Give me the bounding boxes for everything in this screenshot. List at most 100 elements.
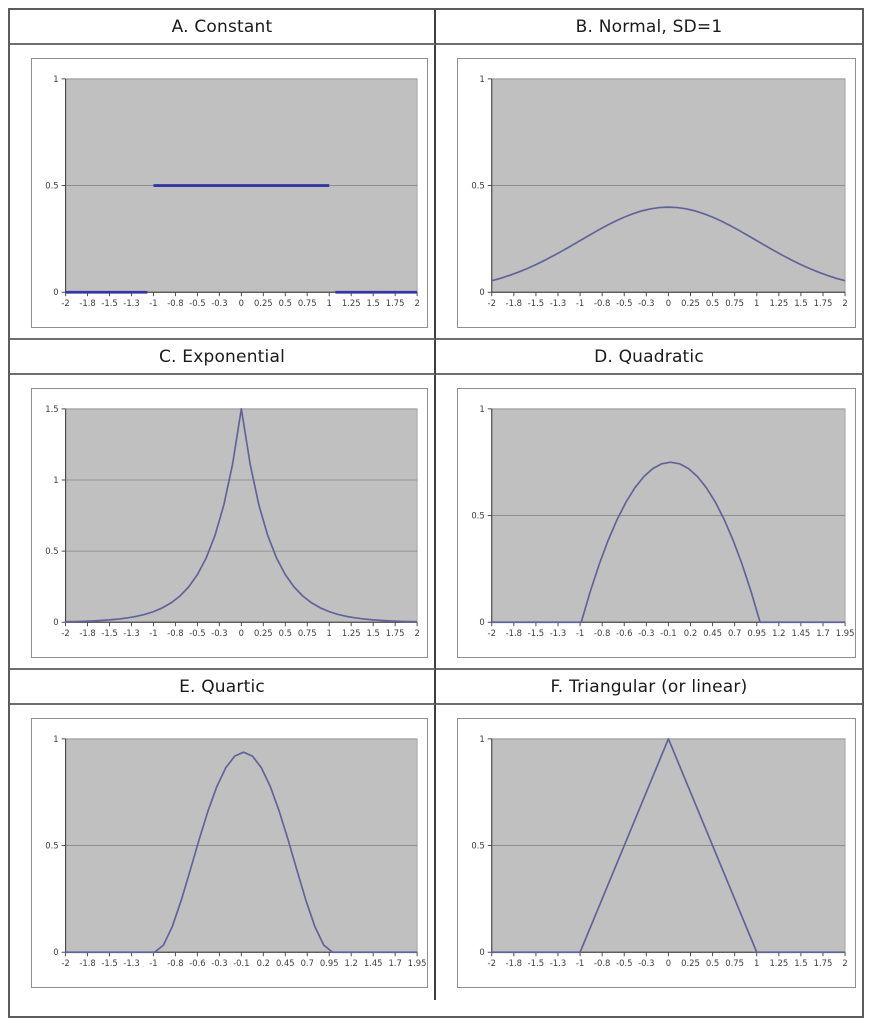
x-tick-label: 1.5: [367, 298, 380, 308]
x-tick-label: 1: [327, 298, 332, 308]
x-tick-label: 0.2: [684, 628, 697, 638]
panel-f-chart: 0 0.5 1 -2 -1.8 -1.5 -1.3 -1 -0.8 -0.5 -0.3 0 0.25 0.…: [436, 705, 862, 1000]
figure-table: A. Constant B. Normal, SD=1 0 0.5 1 -2 -1.8-…: [8, 8, 864, 1018]
x-tick-label: -0.8: [594, 628, 610, 638]
x-tick-label: 1.2: [345, 958, 358, 968]
x-tick-label: 0.75: [725, 958, 744, 968]
x-tick-label: -1.3: [123, 628, 139, 638]
panel-f-title-text: F. Triangular (or linear): [550, 676, 748, 697]
y-tick-label: 0.5: [471, 511, 484, 521]
x-tick-label: 0.95: [747, 628, 766, 638]
x-tick-label: 0: [666, 298, 671, 308]
x-tick-label: -1.5: [101, 628, 117, 638]
x-tick-label: 1.25: [769, 298, 788, 308]
x-tick-label: -2: [61, 958, 69, 968]
panel-d-title-text: D. Quadratic: [594, 346, 704, 367]
x-tick-label: -1: [149, 298, 157, 308]
panel-e-title: E. Quartic: [10, 670, 436, 705]
y-tick-label: 0: [479, 287, 484, 297]
x-tick-label: -0.8: [167, 958, 183, 968]
x-tick-label: 1.95: [836, 628, 855, 638]
x-tick-label: 0.25: [681, 958, 700, 968]
x-tick-label: 1: [754, 958, 759, 968]
y-tick-label: 0: [479, 617, 484, 627]
x-tick-label: 0.7: [728, 628, 741, 638]
chart-canvas: 0 0.5 1 -2 -1.8 -1.5 -1.3 -1 -0.8 -0.5 -0.3 0 0.25 0.…: [471, 734, 847, 968]
x-tick-label: 1.7: [388, 958, 401, 968]
x-tick-label: -1: [576, 958, 584, 968]
y-tick-label: 0.5: [45, 841, 58, 851]
x-tick-label: -0.5: [189, 628, 205, 638]
data-series-line: [491, 738, 846, 954]
panel-a-chart: 0 0.5 1 -2 -1.8 -1.5 -1.3 -1 -0.8 -0.5 -0.3 0 0.25 0.…: [10, 45, 436, 340]
x-tick-label: 1: [754, 298, 759, 308]
x-tick-label: -0.3: [638, 958, 654, 968]
chart-c-frame: 0 0.5 1 1.5 -2 -1.8 -1.5 -1.3 -1 -0.8 -0.5 -0.3 0 0.2…: [31, 388, 428, 658]
chart-d-frame: 0 0.5 1 -2 -1.8 -1.5 -1.3 -1 -0.8 -0.6 -0.3 -0.1 0.2…: [457, 388, 856, 658]
chart-canvas: 0 0.5 1 -2 -1.8 -1.5 -1.3 -1 -0.8 -0.6 -0.3 -0.1 0.2…: [471, 404, 855, 638]
x-tick-label: 0.5: [706, 298, 719, 308]
x-tick-label: 0.5: [706, 958, 719, 968]
x-tick-label: -2: [61, 298, 69, 308]
x-tick-label: 1.7: [816, 628, 829, 638]
x-tick-label: 0.5: [279, 628, 292, 638]
chart-f-frame: 0 0.5 1 -2 -1.8 -1.5 -1.3 -1 -0.8 -0.5 -0.3 0 0.25 0.…: [457, 718, 856, 988]
x-tick-label: 0.25: [254, 298, 273, 308]
x-tick-label: 1.5: [794, 958, 807, 968]
x-tick-label: -0.8: [594, 958, 610, 968]
x-tick-label: -1.8: [506, 958, 522, 968]
x-tick-label: -1.8: [79, 298, 95, 308]
panel-d-title: D. Quadratic: [436, 340, 862, 375]
y-tick-label: 1: [53, 475, 58, 485]
chart-e-frame: 0 0.5 1 -2 -1.8 -1.5 -1.3 -1 -0.8 -0.6 -0.3 -0.1 0.2…: [31, 718, 428, 988]
y-tick-label: 0: [53, 617, 58, 627]
chart-canvas: 0 0.5 1 1.5 -2 -1.8 -1.5 -1.3 -1 -0.8 -0.5 -0.3 0 0.2…: [45, 404, 419, 638]
chart-a-frame: 0 0.5 1 -2 -1.8 -1.5 -1.3 -1 -0.8 -0.5 -0.3 0 0.25 0.…: [31, 58, 428, 328]
x-tick-label: -1: [149, 628, 157, 638]
panel-e-title-text: E. Quartic: [179, 676, 265, 697]
x-tick-label: -0.5: [189, 298, 205, 308]
x-tick-label: -0.5: [616, 958, 632, 968]
x-tick-label: -1.5: [101, 298, 117, 308]
data-series-line: [65, 751, 418, 954]
x-tick-label: 1.25: [342, 628, 361, 638]
x-tick-label: -0.3: [211, 958, 227, 968]
x-tick-label: 1.75: [386, 628, 405, 638]
x-tick-label: -0.6: [616, 628, 632, 638]
x-tick-label: 1.25: [342, 298, 361, 308]
x-tick-label: 0.2: [257, 958, 270, 968]
x-tick-label: -1.8: [79, 958, 95, 968]
x-tick-label: 1: [327, 628, 332, 638]
panel-b-title: B. Normal, SD=1: [436, 10, 862, 45]
x-tick-label: 1.25: [769, 958, 788, 968]
x-tick-label: 0.25: [254, 628, 273, 638]
x-tick-label: -1.5: [528, 958, 544, 968]
x-tick-label: -2: [488, 298, 496, 308]
x-tick-label: -0.3: [638, 628, 654, 638]
y-tick-label: 1.5: [45, 404, 58, 414]
x-tick-label: 0: [239, 298, 244, 308]
x-tick-label: 0.75: [298, 628, 317, 638]
y-tick-label: 0: [479, 947, 484, 957]
panel-b-title-text: B. Normal, SD=1: [575, 16, 723, 37]
x-tick-label: -0.3: [211, 298, 227, 308]
y-tick-label: 1: [479, 734, 484, 744]
y-tick-label: 0: [53, 947, 58, 957]
y-tick-label: 0.5: [45, 181, 58, 191]
y-tick-label: 1: [479, 74, 484, 84]
x-tick-label: -1.3: [550, 298, 566, 308]
plot-area: [65, 408, 418, 623]
chart-canvas: 0 0.5 1 -2 -1.8 -1.5 -1.3 -1 -0.8 -0.6 -0.3 -0.1 0.2…: [45, 734, 426, 968]
x-tick-label: -1: [149, 958, 157, 968]
x-tick-label: 0.75: [725, 298, 744, 308]
y-tick-label: 1: [53, 734, 58, 744]
y-tick-label: 0.5: [471, 181, 484, 191]
x-tick-label: -1.5: [101, 958, 117, 968]
data-series-line: [491, 206, 846, 282]
x-tick-label: -0.5: [616, 298, 632, 308]
x-tick-label: 2: [414, 298, 419, 308]
panel-c-chart: 0 0.5 1 1.5 -2 -1.8 -1.5 -1.3 -1 -0.8 -0.5 -0.3 0 0.2…: [10, 375, 436, 670]
x-tick-label: -1.8: [506, 298, 522, 308]
y-tick-label: 1: [479, 404, 484, 414]
panel-b-chart: 0 0.5 1 -2 -1.8 -1.5 -1.3 -1 -0.8 -0.5 -0.3 0 0.25 0.…: [436, 45, 862, 340]
